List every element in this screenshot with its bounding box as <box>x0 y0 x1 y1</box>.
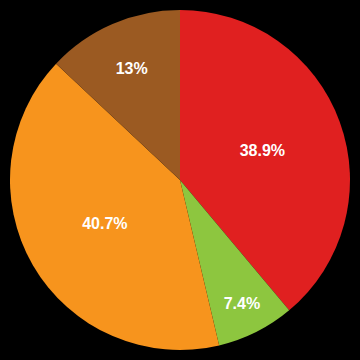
svg-text:13%: 13% <box>116 60 148 77</box>
svg-text:38.9%: 38.9% <box>240 142 285 159</box>
svg-text:40.7%: 40.7% <box>82 215 127 232</box>
svg-text:7.4%: 7.4% <box>224 295 260 312</box>
